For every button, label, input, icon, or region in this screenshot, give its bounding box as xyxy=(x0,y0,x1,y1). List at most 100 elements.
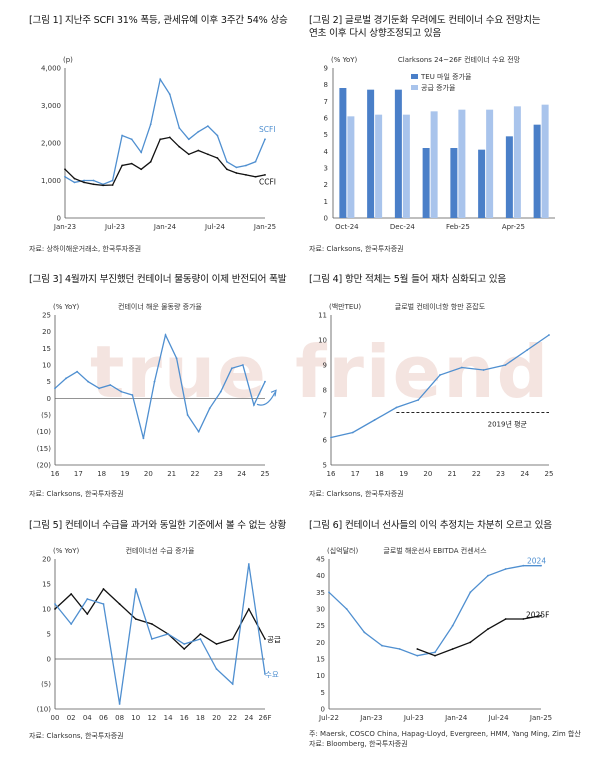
data-point xyxy=(70,593,73,595)
y-tick-label: 0 xyxy=(47,656,51,664)
label-2024: 2024 xyxy=(527,557,546,566)
x-tick-label: 06 xyxy=(99,714,108,722)
data-point xyxy=(395,406,398,409)
data-point xyxy=(121,164,124,167)
data-point xyxy=(130,138,133,141)
y-tick-label: 20 xyxy=(316,639,325,647)
data-point xyxy=(92,179,95,182)
x-tick-label: Jan-25 xyxy=(253,223,276,231)
chart-4-title: [그림 4] 항만 적체는 5월 들어 재차 심화되고 있음 xyxy=(309,274,506,285)
chart-3-svg: (% YoY) 컨테이너 해운 물동량 증가율 25 20 15 10 5 0 (5) (10) (… xyxy=(37,302,277,478)
y-unit-label: (p) xyxy=(63,56,73,64)
data-point xyxy=(131,394,134,396)
data-point xyxy=(469,591,472,594)
data-point xyxy=(451,648,454,650)
y-tick-label: 10 xyxy=(316,672,325,680)
label-scfi: SCFI xyxy=(259,125,276,134)
data-point xyxy=(398,648,401,650)
data-point xyxy=(121,134,124,137)
bar-teu-mile xyxy=(478,149,486,218)
data-point xyxy=(245,164,247,167)
x-tick-label: 22 xyxy=(191,470,200,478)
data-point xyxy=(73,181,76,184)
y-tick-label: (20) xyxy=(37,462,52,470)
data-point xyxy=(65,377,67,380)
trend-arrow xyxy=(256,392,276,406)
data-point xyxy=(540,614,542,617)
series-line-1 xyxy=(54,563,266,705)
data-point xyxy=(134,618,137,620)
data-point xyxy=(187,138,190,141)
chart-3-source: 자료: Clarksons, 한국투자증권 xyxy=(29,490,124,498)
series-line-0 xyxy=(64,77,266,186)
data-point xyxy=(247,563,250,565)
label-demand: 수요 xyxy=(265,670,279,679)
data-point xyxy=(151,623,153,625)
data-point xyxy=(487,628,489,630)
data-point xyxy=(540,564,542,567)
bar-teu-mile xyxy=(533,124,541,218)
chart-6-title: [그림 6] 컨테이너 선사들의 이익 추정치는 차분히 오르고 있음 xyxy=(309,520,552,531)
data-point xyxy=(504,618,507,620)
y-unit-label: (백만TEU) xyxy=(329,302,361,311)
data-point xyxy=(111,184,114,186)
series-line-0 xyxy=(328,565,541,657)
chart-1-title: [그림 1] 지난주 SCFI 31% 폭등, 관세유예 이후 3주간 54% … xyxy=(29,15,288,26)
data-point xyxy=(351,431,354,434)
data-point xyxy=(168,93,171,96)
reference-label-2019: 2019년 평균 xyxy=(488,420,528,429)
data-point xyxy=(142,437,145,440)
data-point xyxy=(140,151,143,154)
x-tick-label: 18 xyxy=(196,714,205,722)
data-point xyxy=(153,380,156,383)
data-point xyxy=(178,145,181,148)
y-tick-label: 20 xyxy=(42,556,51,564)
legend-swatch-supply xyxy=(411,85,418,90)
series-line-0 xyxy=(54,333,266,439)
x-tick-label: 18 xyxy=(375,470,384,478)
x-tick-label: Jan-25 xyxy=(529,714,552,722)
chart-inner-title: 컨테이너선 수급 증가율 xyxy=(126,546,195,555)
y-tick-label: 15 xyxy=(42,581,51,589)
legend-label-supply: 공급 증가율 xyxy=(421,83,456,92)
data-point xyxy=(416,654,419,657)
data-point xyxy=(167,633,169,635)
data-point xyxy=(231,638,234,640)
y-tick-label: (10) xyxy=(37,428,52,436)
chart-1-source: 자료: 상하이해운거래소, 한국투자증권 xyxy=(29,245,142,253)
chart-2-title: [그림 2] 글로벌 경기둔화 우려에도 컨테이너 수요 전망치는 연초 이후 … xyxy=(309,15,541,39)
data-point xyxy=(216,157,219,159)
x-tick-label: Jan-24 xyxy=(153,223,177,231)
y-unit-label: (십억달러) xyxy=(327,546,358,555)
x-tick-label: 16 xyxy=(51,470,60,478)
data-point xyxy=(102,603,105,605)
x-tick-label: Jul-23 xyxy=(104,223,125,231)
x-tick-label: 21 xyxy=(167,470,176,478)
y-tick-label: (5) xyxy=(41,412,51,420)
label-supply: 공급 xyxy=(267,635,281,644)
panel-chart-3: [그림 3] 4월까지 부진했던 컨테이너 물동량이 이제 반전되어 폭발 (%… xyxy=(29,273,309,503)
y-tick-label: 8 xyxy=(324,81,328,89)
y-tick-label: 15 xyxy=(42,345,51,353)
y-tick-label: 5 xyxy=(47,631,51,639)
data-point xyxy=(417,399,420,401)
bar-teu-mile xyxy=(367,89,375,218)
data-point xyxy=(120,390,123,393)
data-point xyxy=(92,183,95,186)
data-point xyxy=(151,638,153,640)
y-tick-label: 0 xyxy=(324,215,328,223)
x-tick-label: Jan-24 xyxy=(444,714,468,722)
y-tick-label: 7 xyxy=(323,412,327,420)
x-tick-label: Jul-22 xyxy=(318,714,339,722)
data-point xyxy=(199,633,202,635)
y-tick-label: (15) xyxy=(37,445,52,453)
x-tick-label: 16 xyxy=(180,714,189,722)
data-point xyxy=(168,136,171,139)
x-tick-label: 21 xyxy=(448,470,457,478)
y-tick-label: 40 xyxy=(316,572,325,580)
y-tick-label: 25 xyxy=(316,622,325,630)
x-tick-label: 20 xyxy=(144,470,153,478)
panel-chart-5: [그림 5] 컨테이너 수급을 과거와 동일한 기준에서 볼 수 없는 상황 (… xyxy=(29,519,309,759)
data-point xyxy=(363,631,366,634)
y-tick-label: 1 xyxy=(324,198,328,206)
